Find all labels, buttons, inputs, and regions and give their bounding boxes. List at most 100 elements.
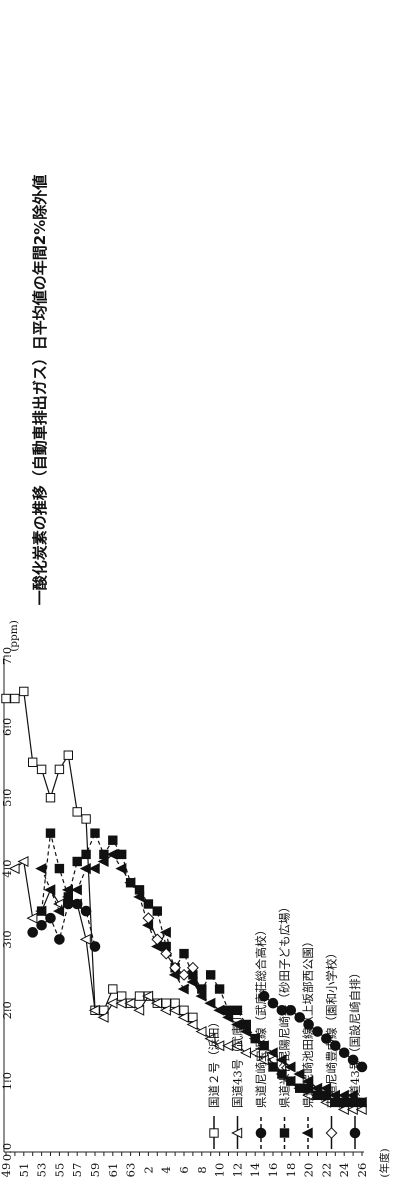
series-5-point — [231, 1018, 243, 1030]
series-5-point — [239, 1026, 251, 1038]
x-tick-label: 55 — [52, 1163, 66, 1178]
legend-label: 市道尼崎豊中線（園和小学校） — [325, 947, 339, 1108]
series-7-point — [330, 1040, 341, 1052]
series-2-point — [186, 1018, 198, 1030]
x-tick-label: 59 — [88, 1163, 102, 1178]
series-4-point — [277, 1069, 287, 1079]
series-2-point — [248, 1047, 260, 1059]
legend-item: 市道尼崎豊中線（園和小学校） — [325, 947, 339, 1149]
series-2-point — [142, 990, 154, 1002]
series-7-point — [258, 990, 270, 1002]
x-tick-label: 20 — [302, 1163, 316, 1178]
series-2-point — [79, 933, 91, 945]
legend-item: 国道43号（国設尼崎自排） — [348, 967, 362, 1149]
legend-label: 県道尼崎宝塚線（武庫荘総合高校） — [254, 924, 268, 1108]
x-axis-unit: (年度) — [378, 1148, 391, 1177]
series-4-point — [295, 1083, 305, 1093]
series-6-point — [186, 961, 199, 974]
series-3-point — [36, 919, 47, 931]
series-1-point — [19, 686, 29, 697]
series-1-point — [108, 984, 118, 994]
y-tick-label: 4.0 — [0, 859, 14, 877]
series-5-point — [115, 863, 127, 875]
series-7-point — [285, 1004, 297, 1016]
series-5-point — [53, 905, 65, 917]
legend-item: 国道43号（武庫川） — [231, 1001, 245, 1149]
series-1-point — [63, 750, 73, 760]
x-tick-label: 4 — [159, 1166, 173, 1173]
series-5-point — [213, 1004, 225, 1016]
series-3-point — [71, 898, 83, 910]
y-tick-label: 5.0 — [0, 789, 14, 807]
chart-title: 一酸化炭素の推移（自動車排出ガス）日平均値の年間2%除外値 — [31, 175, 49, 605]
x-tick-label: 53 — [35, 1163, 49, 1178]
x-tick-label: 6 — [177, 1166, 191, 1173]
x-tick-label: 16 — [266, 1163, 280, 1178]
series-2-point — [231, 1040, 243, 1052]
series-6-point — [178, 968, 190, 981]
series-5-point — [106, 848, 118, 860]
series-1-point — [1, 693, 11, 704]
series-5-point — [302, 1075, 314, 1087]
series-1-point — [10, 693, 20, 704]
x-tick-label: 26 — [355, 1163, 369, 1178]
legend-item: 国道２号（浜田） — [207, 1016, 221, 1149]
x-tick-label: 63 — [124, 1163, 138, 1178]
series-5-point — [97, 855, 109, 867]
series-5-point — [275, 1054, 287, 1066]
series-2-point — [150, 997, 162, 1009]
series-5-point — [293, 1068, 305, 1080]
series-2-point — [133, 1004, 145, 1016]
x-tick-label: 51 — [17, 1163, 31, 1178]
legend-label: 国道43号（武庫川） — [231, 1001, 245, 1108]
series-7-point — [356, 1061, 368, 1073]
series-5-point — [44, 884, 56, 896]
series-4-point — [81, 849, 91, 860]
y-axis-unit: (ppm) — [8, 620, 20, 652]
series-5-point — [320, 1082, 332, 1094]
x-tick-label: 10 — [213, 1163, 227, 1178]
series-7 — [258, 990, 368, 1073]
series-7-point — [347, 1054, 359, 1066]
legend-item: 県道尼崎池田線（上坂部西公園） — [301, 936, 315, 1149]
series-1-point — [45, 793, 56, 803]
legend-item: 県道米谷昆陽尼崎線（砂田子ども広場） — [278, 901, 292, 1149]
legend-label: 国道43号（国設尼崎自排） — [348, 967, 362, 1108]
series-5-point — [159, 926, 171, 938]
series-6-point — [169, 961, 182, 974]
legend-marker — [325, 1127, 338, 1139]
series-5-point — [195, 990, 207, 1002]
series-4-point — [232, 1005, 243, 1015]
series-5-point — [257, 1040, 269, 1052]
legend-label: 県道米谷昆陽尼崎線（砂田子ども広場） — [278, 901, 292, 1108]
series-7-point — [267, 997, 279, 1009]
legend-marker — [301, 1127, 313, 1139]
series-3-point — [80, 905, 92, 917]
series-5-point — [88, 863, 100, 875]
series-4-point — [206, 970, 216, 980]
series-2-point — [204, 1033, 216, 1045]
series-4-point — [54, 863, 65, 874]
x-tick-label: 12 — [230, 1163, 244, 1178]
series-1-point — [81, 814, 91, 824]
series-5-point — [186, 976, 198, 988]
legend-marker — [349, 1127, 361, 1139]
legend-label: 県道尼崎池田線（上坂部西公園） — [301, 936, 315, 1109]
series-4-point — [72, 856, 82, 867]
series-5-point — [266, 1047, 278, 1059]
x-tick-label: 57 — [70, 1163, 84, 1178]
series-2-point — [97, 1011, 109, 1023]
y-tick-label: 1.0 — [0, 1072, 14, 1090]
series-4-point — [179, 948, 189, 959]
series-5-point — [124, 877, 136, 889]
series-5-point — [284, 1061, 296, 1073]
y-tick-label: 0.0 — [0, 1143, 14, 1161]
series-7-point — [294, 1012, 306, 1023]
series-3-point — [27, 927, 39, 938]
series-6 — [142, 912, 199, 981]
series-4-point — [214, 984, 225, 994]
x-tick-label: 14 — [248, 1163, 262, 1178]
legend-item: 県道尼崎宝塚線（武庫荘総合高校） — [254, 924, 268, 1149]
